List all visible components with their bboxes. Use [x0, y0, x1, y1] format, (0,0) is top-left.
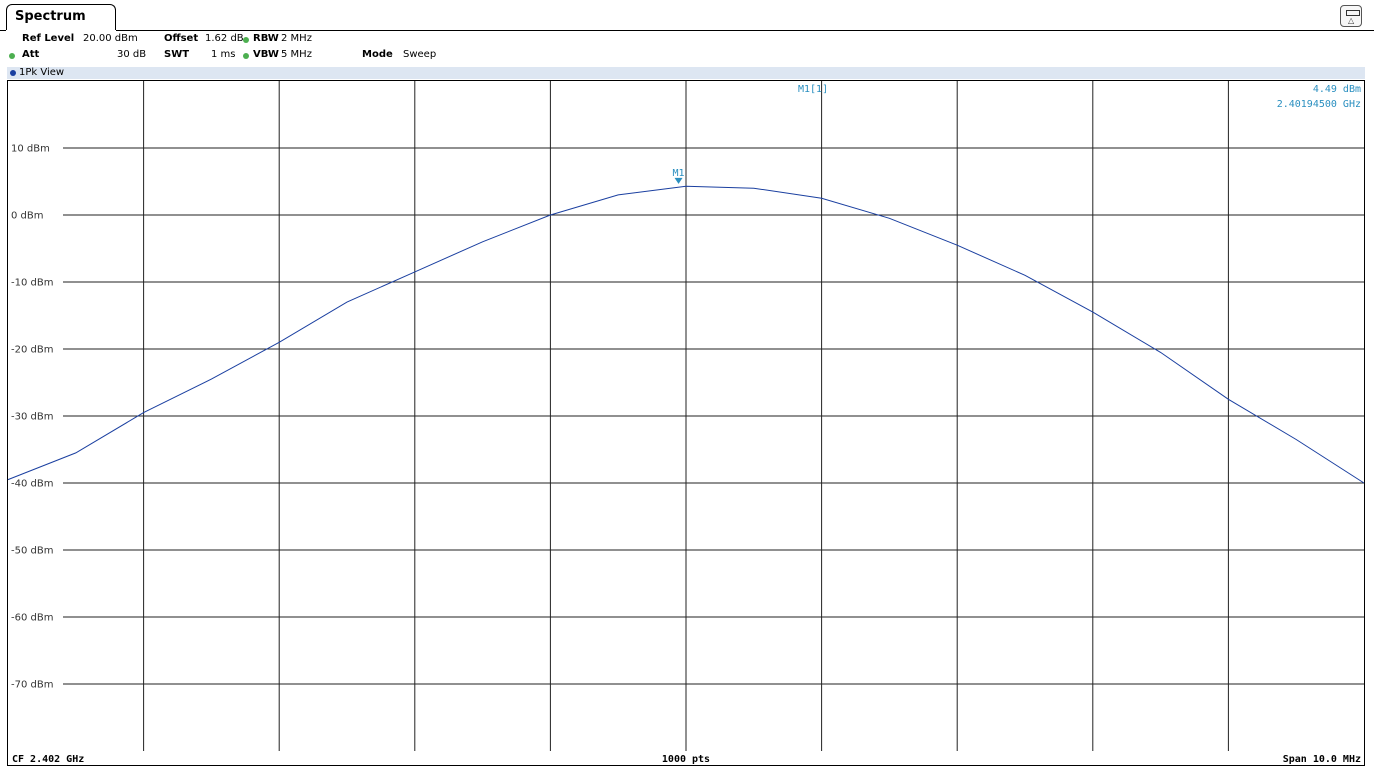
y-tick-label: -70 dBm: [11, 680, 53, 691]
att-value: 30 dB: [117, 49, 147, 60]
tab-spectrum-label: Spectrum: [15, 9, 86, 24]
marker-label: M1: [673, 168, 685, 179]
trace-indicator-icon: [10, 70, 16, 76]
y-tick-label: -20 dBm: [11, 345, 53, 356]
ref-level-value: 20.00 dBm: [83, 33, 138, 44]
spectrum-plot-frame[interactable]: [7, 80, 1365, 766]
y-tick-label: -10 dBm: [11, 278, 53, 289]
rbw-coupled-indicator: [243, 37, 249, 43]
att-label: Att: [22, 49, 40, 60]
marker-triangle-icon: [674, 177, 683, 184]
marker-frequency: 2.40194500 GHz: [1277, 99, 1361, 110]
offset-value: 1.62 dB: [205, 33, 244, 44]
tab-spectrum[interactable]: Spectrum: [6, 4, 116, 30]
sweep-points: 1000 pts: [662, 754, 710, 765]
display-config-button[interactable]: △: [1340, 5, 1362, 27]
y-tick-label: 0 dBm: [11, 211, 44, 222]
vbw-coupled-indicator: [243, 53, 249, 59]
delta-icon: △: [1348, 16, 1355, 25]
rbw-label: RBW: [253, 33, 279, 44]
y-tick-label: -40 dBm: [11, 479, 53, 490]
vbw-label: VBW: [253, 49, 279, 60]
y-tick-label: 10 dBm: [11, 144, 50, 155]
trace-line: [7, 185, 1365, 484]
swt-value: 1 ms: [211, 49, 236, 60]
display-layout-icon: [1346, 10, 1360, 16]
tab-divider: [116, 30, 1374, 31]
view-label: 1Pk View: [19, 67, 65, 78]
offset-label: Offset: [164, 33, 199, 44]
ref-level-label: Ref Level: [22, 33, 75, 44]
center-frequency: CF 2.402 GHz: [12, 754, 84, 765]
mode-value: Sweep: [403, 49, 437, 60]
marker-level: 4.49 dBm: [1313, 84, 1361, 95]
rbw-value: 2 MHz: [281, 33, 312, 44]
tab-divider: [0, 30, 6, 31]
view-title-bar[interactable]: 1Pk View: [7, 67, 1365, 79]
vbw-value: 5 MHz: [281, 49, 312, 60]
y-tick-label: -30 dBm: [11, 412, 53, 423]
frequency-span: Span 10.0 MHz: [1283, 754, 1361, 765]
y-tick-label: -60 dBm: [11, 613, 53, 624]
mode-label: Mode: [362, 49, 393, 60]
att-coupled-indicator: [9, 53, 15, 59]
swt-label: SWT: [164, 49, 190, 60]
y-tick-label: -50 dBm: [11, 546, 53, 557]
marker-readout-label: M1[1]: [798, 84, 828, 95]
